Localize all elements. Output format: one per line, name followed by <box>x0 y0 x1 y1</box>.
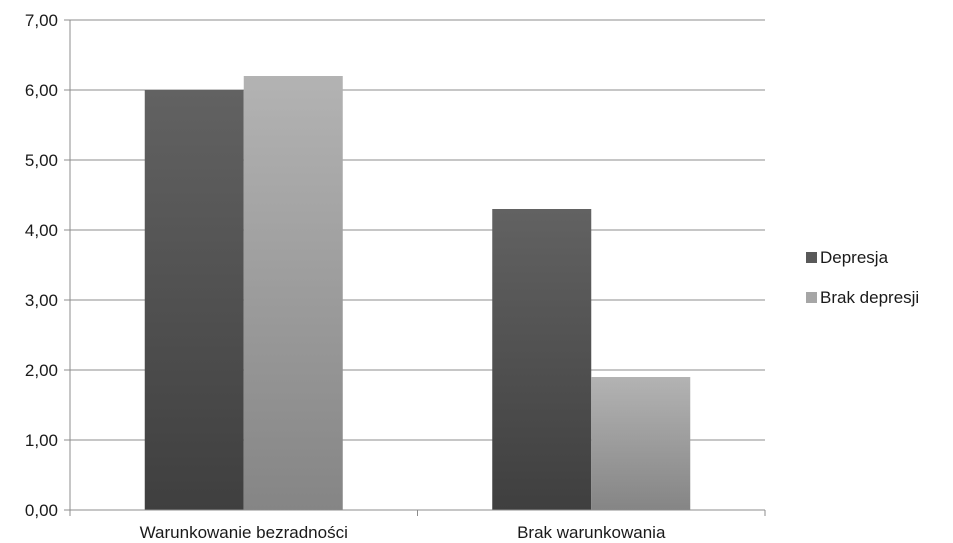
y-tick-label: 4,00 <box>25 221 58 240</box>
y-tick-label: 1,00 <box>25 431 58 450</box>
y-tick-label: 7,00 <box>25 11 58 30</box>
legend-label: Depresja <box>820 248 889 267</box>
bar-brak-depresji <box>591 377 691 510</box>
y-tick-label: 3,00 <box>25 291 58 310</box>
x-category-label: Warunkowanie bezradności <box>140 523 348 542</box>
x-axis-category-labels: Warunkowanie bezradności Brak warunkowani… <box>140 523 666 542</box>
y-tick-label: 2,00 <box>25 361 58 380</box>
legend-label: Brak depresji <box>820 288 919 307</box>
bar-depresja <box>492 209 592 510</box>
bar-brak-depresji <box>243 76 343 510</box>
legend-swatch <box>806 292 817 303</box>
y-tick-label: 6,00 <box>25 81 58 100</box>
bars <box>144 76 691 510</box>
y-tick-label: 5,00 <box>25 151 58 170</box>
y-axis-tick-labels: 0,00 1,00 2,00 3,00 4,00 5,00 6,00 7,00 <box>25 11 58 520</box>
legend-swatch <box>806 252 817 263</box>
y-tick-label: 0,00 <box>25 501 58 520</box>
x-category-label: Brak warunkowania <box>517 523 666 542</box>
bar-depresja <box>144 90 244 510</box>
axes <box>64 19 766 516</box>
legend: Depresja Brak depresji <box>806 248 919 307</box>
